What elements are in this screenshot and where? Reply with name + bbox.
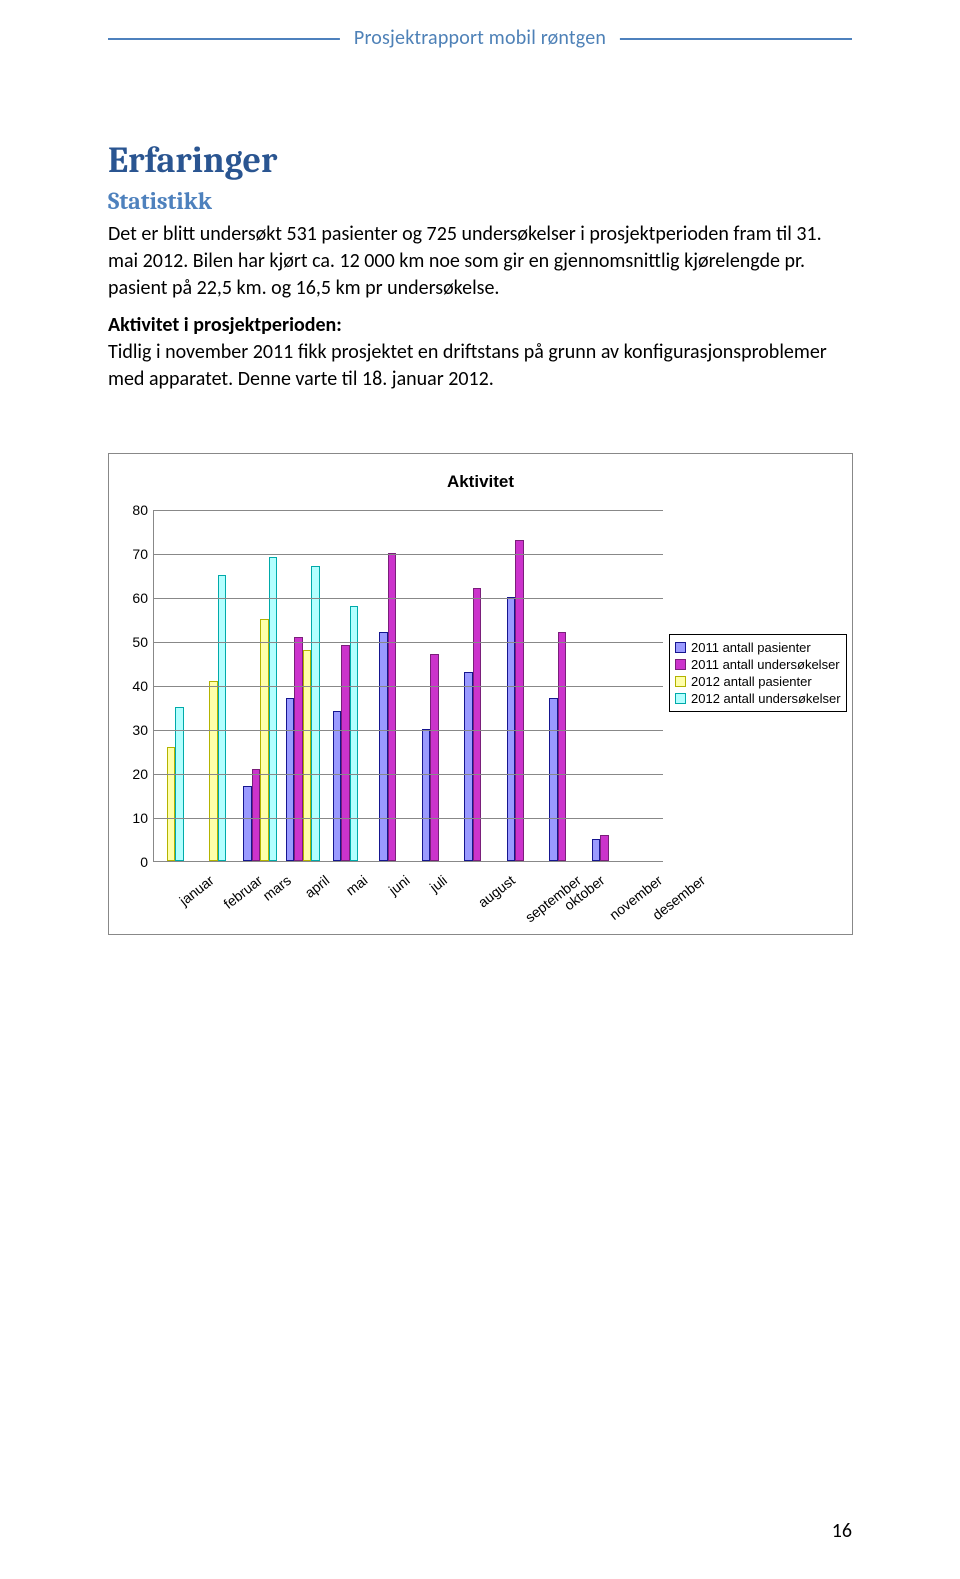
chart-ytick: 60 — [132, 590, 148, 606]
chart-bar — [269, 557, 278, 861]
header-rule-wrap: Prosjektrapport mobil røntgen — [0, 0, 960, 28]
chart-gridline — [154, 510, 663, 511]
header-title: Prosjektrapport mobil røntgen — [340, 26, 620, 50]
paragraph-2: Aktivitet i prosjektperioden: Tidlig i n… — [108, 312, 852, 393]
sub-label: Aktivitet i prosjektperioden: — [108, 313, 342, 337]
chart-bar — [507, 597, 516, 861]
chart-xcat: juli — [427, 872, 450, 895]
chart-gridline — [154, 554, 663, 555]
chart-ytick: 70 — [132, 546, 148, 562]
chart-gridline — [154, 818, 663, 819]
chart-bar — [379, 632, 388, 861]
chart-bar — [311, 566, 320, 861]
legend-label: 2011 antall pasienter — [691, 640, 811, 655]
chart-bar — [333, 711, 342, 861]
heading-statistikk: Statistikk — [108, 187, 852, 215]
chart-xcat: januar — [177, 872, 218, 909]
chart-bar — [260, 619, 269, 861]
content: Erfaringer Statistikk Det er blitt under… — [108, 140, 852, 935]
chart-ytick: 20 — [132, 766, 148, 782]
paragraph-2-body: Tidlig i november 2011 fikk prosjektet e… — [108, 340, 827, 391]
chart-xcat: august — [475, 872, 518, 910]
chart-gridline — [154, 686, 663, 687]
chart-xcat: mai — [343, 872, 371, 898]
chart-title: Aktivitet — [109, 472, 852, 492]
chart-legend-item: 2011 antall pasienter — [675, 639, 841, 656]
chart-bar — [167, 747, 176, 861]
legend-label: 2012 antall undersøkelser — [691, 691, 841, 706]
chart-ytick: 10 — [132, 810, 148, 826]
legend-swatch — [675, 642, 686, 653]
chart-plot-area: 01020304050607080 — [153, 510, 663, 862]
chart-ytick: 30 — [132, 722, 148, 738]
legend-label: 2011 antall undersøkelser — [691, 657, 840, 672]
chart-legend-item: 2012 antall undersøkelser — [675, 690, 841, 707]
chart-xcat: juni — [385, 872, 412, 898]
chart-bar — [252, 769, 261, 861]
chart-bar — [592, 839, 601, 861]
chart-bar — [422, 729, 431, 861]
chart-bar — [464, 672, 473, 861]
chart-bar — [473, 588, 482, 861]
chart-xcat: februar — [220, 872, 265, 912]
aktivitet-chart: Aktivitet 01020304050607080 januarfebrua… — [108, 453, 853, 935]
page-number: 16 — [832, 1519, 852, 1543]
chart-bar — [341, 645, 350, 861]
chart-bar — [243, 786, 252, 861]
chart-bar — [600, 835, 609, 861]
legend-label: 2012 antall pasienter — [691, 674, 812, 689]
chart-ytick: 0 — [140, 854, 148, 870]
chart-ytick: 40 — [132, 678, 148, 694]
chart-gridline — [154, 598, 663, 599]
legend-swatch — [675, 693, 686, 704]
chart-bar — [286, 698, 295, 861]
chart-bar — [558, 632, 567, 861]
chart-bar — [294, 637, 303, 861]
chart-bar — [303, 650, 312, 861]
chart-xaxis: januarfebruarmarsaprilmaijunijuliaugusts… — [153, 866, 663, 916]
chart-ytick: 50 — [132, 634, 148, 650]
heading-erfaringer: Erfaringer — [108, 140, 852, 181]
chart-bar — [209, 681, 218, 861]
chart-xcat: mars — [260, 872, 294, 904]
chart-gridline — [154, 642, 663, 643]
chart-ytick: 80 — [132, 502, 148, 518]
chart-bar — [515, 540, 524, 861]
legend-swatch — [675, 659, 686, 670]
paragraph-1: Det er blitt undersøkt 531 pasienter og … — [108, 221, 852, 302]
chart-gridline — [154, 774, 663, 775]
chart-gridline — [154, 730, 663, 731]
chart-bar — [549, 698, 558, 861]
chart-legend-item: 2011 antall undersøkelser — [675, 656, 841, 673]
chart-legend: 2011 antall pasienter 2011 antall undersø… — [669, 634, 847, 712]
chart-bar — [350, 606, 359, 861]
chart-bar — [388, 553, 397, 861]
chart-xcat: april — [301, 872, 332, 901]
legend-swatch — [675, 676, 686, 687]
chart-legend-item: 2012 antall pasienter — [675, 673, 841, 690]
